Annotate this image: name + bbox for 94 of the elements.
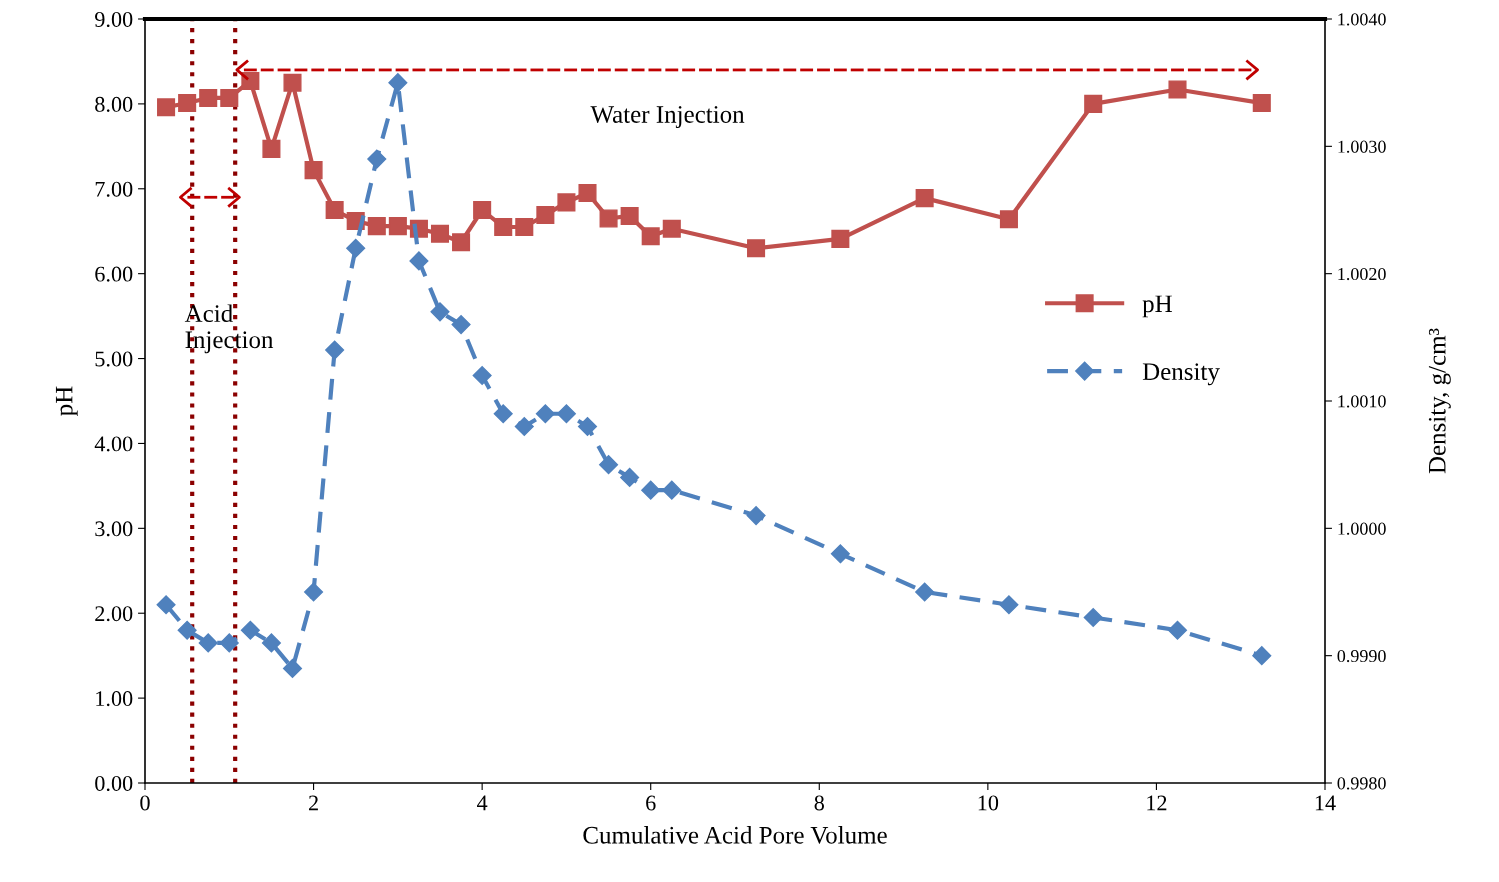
point [156, 595, 176, 615]
point [325, 340, 345, 360]
y2-axis-title: Density, g/cm³ [1428, 328, 1451, 474]
point [178, 94, 197, 113]
point [241, 71, 260, 90]
y2-tick-label: 1.0000 [1338, 522, 1386, 535]
point [662, 219, 681, 238]
point [494, 217, 513, 237]
y-tick-label: 6.00 [95, 266, 133, 282]
y-tick-label: 9.00 [95, 11, 133, 28]
x-tick-label: 4 [477, 795, 488, 811]
point [262, 139, 281, 158]
y2-tick-label: 1.0030 [1338, 140, 1386, 153]
point [831, 229, 850, 248]
y2-tick-label: 1.0010 [1338, 395, 1386, 408]
point [388, 217, 407, 236]
point [577, 416, 598, 437]
point [473, 200, 492, 220]
point [556, 404, 576, 424]
point [451, 315, 471, 335]
y-tick-label: 7.00 [95, 181, 133, 197]
point [641, 480, 661, 500]
y-tick-label: 4.00 [94, 436, 133, 452]
x-tick-label: 10 [978, 795, 999, 811]
point [452, 233, 471, 252]
y-tick-label: 5.00 [95, 351, 133, 367]
y2-tick-label: 0.9980 [1337, 777, 1386, 790]
point [999, 210, 1018, 229]
point [599, 209, 618, 228]
point [999, 595, 1019, 615]
annotation: Water Injection [590, 106, 745, 128]
x-tick-label: 6 [646, 795, 656, 811]
point [409, 251, 429, 271]
point [493, 404, 513, 424]
y-tick-label: 2.00 [95, 606, 133, 622]
point [514, 416, 534, 437]
point [747, 239, 766, 258]
point [177, 620, 197, 640]
point [641, 227, 660, 246]
point [199, 88, 218, 107]
point [620, 206, 639, 225]
x-tick-label: 0 [140, 795, 150, 811]
x-axis-title: Cumulative Acid Pore Volume [583, 826, 887, 844]
x-tick-label: 8 [814, 795, 824, 811]
point [1084, 94, 1103, 113]
point [620, 467, 640, 487]
point [220, 88, 239, 107]
point [1167, 620, 1188, 640]
point [915, 582, 935, 602]
point [578, 183, 597, 203]
x-tick-label: 2 [308, 795, 318, 811]
point [515, 217, 534, 237]
point [472, 365, 492, 386]
point [599, 455, 619, 475]
point [662, 480, 682, 500]
legend-label: Density [1142, 363, 1220, 386]
point [430, 302, 450, 322]
point [283, 73, 302, 92]
point [325, 200, 344, 220]
point [346, 238, 366, 258]
point [304, 161, 323, 180]
point [261, 633, 281, 653]
y-tick-label: 3.00 [95, 521, 133, 537]
point [536, 206, 555, 225]
point [535, 404, 555, 424]
point [557, 193, 576, 212]
y-axis-title: pH [55, 386, 78, 416]
point [198, 633, 218, 653]
point [304, 582, 324, 602]
y-tick-label: 8.00 [95, 96, 133, 112]
point [219, 633, 239, 653]
point [1168, 80, 1187, 99]
y2-tick-label: 0.9990 [1337, 649, 1386, 663]
y2-tick-label: 1.0020 [1338, 267, 1386, 281]
point [157, 98, 176, 117]
point [1252, 646, 1272, 666]
x-tick-label: 14 [1315, 795, 1336, 811]
y2-tick-label: 1.0040 [1338, 13, 1386, 26]
point [830, 544, 850, 564]
point [367, 217, 386, 236]
point [1252, 94, 1271, 113]
point [915, 189, 934, 208]
point [367, 149, 387, 169]
point [1083, 607, 1103, 628]
y-tick-label: 1.00 [96, 691, 133, 707]
point [240, 620, 260, 640]
annotation: Acid Injection [184, 304, 274, 354]
point [388, 73, 408, 93]
point [282, 658, 303, 678]
x-tick-label: 12 [1147, 795, 1167, 811]
legend-label: pH [1142, 295, 1172, 318]
y-tick-label: 0.00 [95, 775, 133, 792]
point [746, 506, 766, 526]
point [430, 224, 450, 243]
